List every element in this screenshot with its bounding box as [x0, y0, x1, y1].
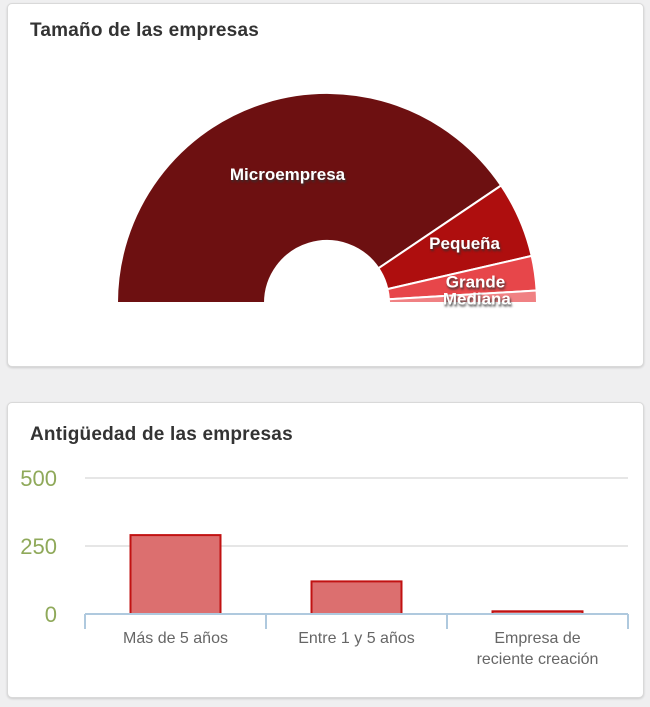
slice-label-pequena: Pequeña	[429, 234, 500, 253]
dashboard: Tamaño de las empresas Microempresa Peque…	[0, 3, 650, 698]
company-age-title: Antigüedad de las empresas	[30, 424, 293, 445]
donut-slice-pequena[interactable]	[377, 184, 533, 291]
slice-label-grande: Grande	[446, 273, 506, 292]
bar-mas-de-5-anos[interactable]	[129, 534, 222, 616]
panel-company-size: Tamaño de las empresas Microempresa Peque…	[7, 3, 644, 367]
category-label-entre-1-y-5-anos: Entre 1 y 5 años	[298, 630, 415, 647]
slice-label-microempresa: Microempresa	[230, 165, 346, 184]
bar-chart: 0 250 500 Más de 5 años Entre 1 y 5 años Empr…	[8, 403, 643, 697]
company-size-title: Tamaño de las empresas	[30, 20, 259, 41]
y-tick-label-250: 250	[20, 534, 57, 559]
donut-slice-mediana[interactable]	[387, 289, 538, 304]
y-tick-label-500: 500	[20, 466, 57, 491]
y-tick-label-0: 0	[45, 602, 57, 627]
bar-chart-svg: 0 250 500 Más de 5 años Entre 1 y 5 años Empr…	[20, 466, 629, 668]
category-label-mas-de-5-anos: Más de 5 años	[123, 630, 228, 647]
slice-label-mediana: Mediana	[443, 290, 512, 309]
bar-entre-1-y-5-anos[interactable]	[310, 580, 403, 615]
category-label-empresa-de-reciente-creacion: Empresa de reciente creación	[477, 630, 599, 668]
half-donut-chart: Microempresa Pequeña Grande Mediana	[8, 4, 643, 366]
donut-slice-microempresa[interactable]	[116, 91, 503, 304]
panel-company-age: Antigüedad de las empresas 0 250 500 Más de…	[7, 402, 644, 698]
